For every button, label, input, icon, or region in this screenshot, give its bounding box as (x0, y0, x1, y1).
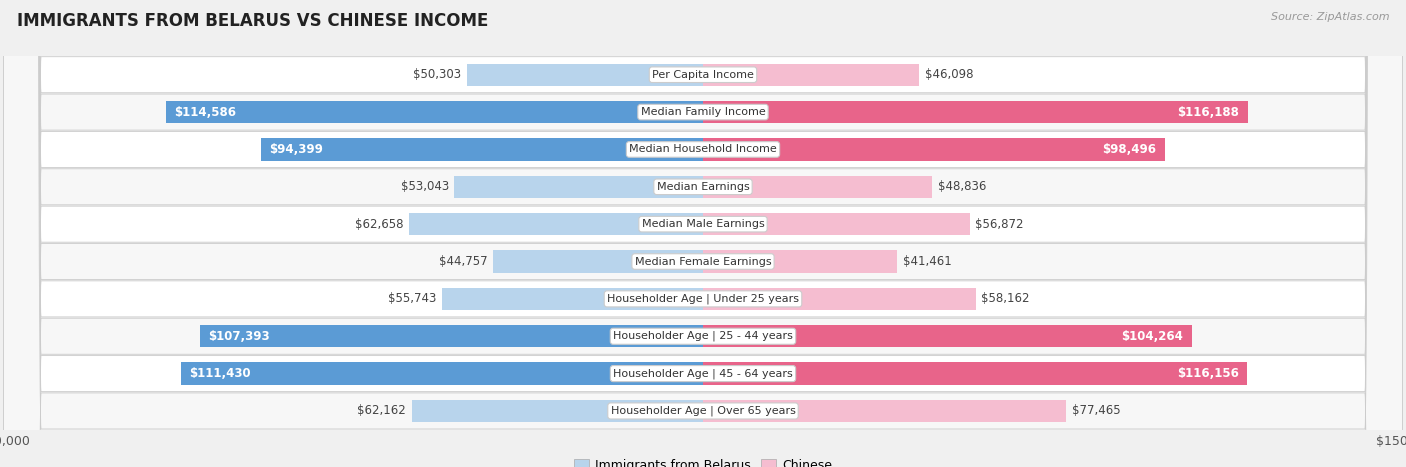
Bar (166, 101, 703, 123)
Bar (441, 288, 703, 310)
Bar (181, 362, 703, 385)
Text: $41,461: $41,461 (903, 255, 952, 268)
Text: $104,264: $104,264 (1122, 330, 1184, 343)
Text: $62,658: $62,658 (356, 218, 404, 231)
Text: Source: ZipAtlas.com: Source: ZipAtlas.com (1271, 12, 1389, 21)
FancyBboxPatch shape (3, 0, 1403, 467)
Text: $114,586: $114,586 (174, 106, 236, 119)
Text: $116,156: $116,156 (1177, 367, 1239, 380)
Text: Householder Age | Under 25 years: Householder Age | Under 25 years (607, 294, 799, 304)
Bar (454, 176, 703, 198)
Bar (703, 176, 932, 198)
Text: $111,430: $111,430 (190, 367, 250, 380)
Text: $58,162: $58,162 (981, 292, 1029, 305)
FancyBboxPatch shape (3, 0, 1403, 467)
Text: Median Household Income: Median Household Income (628, 144, 778, 155)
Text: $46,098: $46,098 (925, 68, 973, 81)
Text: $53,043: $53,043 (401, 180, 449, 193)
Text: $107,393: $107,393 (208, 330, 270, 343)
Text: Householder Age | 25 - 44 years: Householder Age | 25 - 44 years (613, 331, 793, 341)
Text: $48,836: $48,836 (938, 180, 986, 193)
Bar (467, 64, 703, 86)
Bar (703, 64, 920, 86)
FancyBboxPatch shape (3, 0, 1403, 467)
FancyBboxPatch shape (3, 0, 1403, 467)
Text: IMMIGRANTS FROM BELARUS VS CHINESE INCOME: IMMIGRANTS FROM BELARUS VS CHINESE INCOM… (17, 12, 488, 30)
Bar (703, 325, 1192, 347)
Text: $56,872: $56,872 (976, 218, 1024, 231)
FancyBboxPatch shape (3, 0, 1403, 467)
FancyBboxPatch shape (3, 0, 1403, 467)
Bar (703, 213, 970, 235)
Bar (703, 101, 1247, 123)
Bar (703, 400, 1066, 422)
Text: $44,757: $44,757 (439, 255, 488, 268)
Bar (200, 325, 703, 347)
Text: $55,743: $55,743 (388, 292, 436, 305)
Text: $94,399: $94,399 (269, 143, 323, 156)
Text: $62,162: $62,162 (357, 404, 406, 417)
Bar (703, 138, 1164, 161)
Text: Householder Age | Over 65 years: Householder Age | Over 65 years (610, 406, 796, 416)
Bar (703, 288, 976, 310)
FancyBboxPatch shape (3, 0, 1403, 467)
Text: Median Earnings: Median Earnings (657, 182, 749, 192)
FancyBboxPatch shape (3, 0, 1403, 467)
Text: Median Female Earnings: Median Female Earnings (634, 256, 772, 267)
Text: Median Male Earnings: Median Male Earnings (641, 219, 765, 229)
FancyBboxPatch shape (3, 0, 1403, 467)
Text: Householder Age | 45 - 64 years: Householder Age | 45 - 64 years (613, 368, 793, 379)
Text: Per Capita Income: Per Capita Income (652, 70, 754, 80)
Text: $98,496: $98,496 (1102, 143, 1156, 156)
Bar (409, 213, 703, 235)
Text: $50,303: $50,303 (413, 68, 461, 81)
Bar (703, 250, 897, 273)
Bar (260, 138, 703, 161)
Text: $77,465: $77,465 (1071, 404, 1121, 417)
Text: Median Family Income: Median Family Income (641, 107, 765, 117)
Text: $116,188: $116,188 (1177, 106, 1239, 119)
FancyBboxPatch shape (3, 0, 1403, 467)
Bar (494, 250, 703, 273)
Bar (412, 400, 703, 422)
Legend: Immigrants from Belarus, Chinese: Immigrants from Belarus, Chinese (574, 459, 832, 467)
Bar (703, 362, 1247, 385)
